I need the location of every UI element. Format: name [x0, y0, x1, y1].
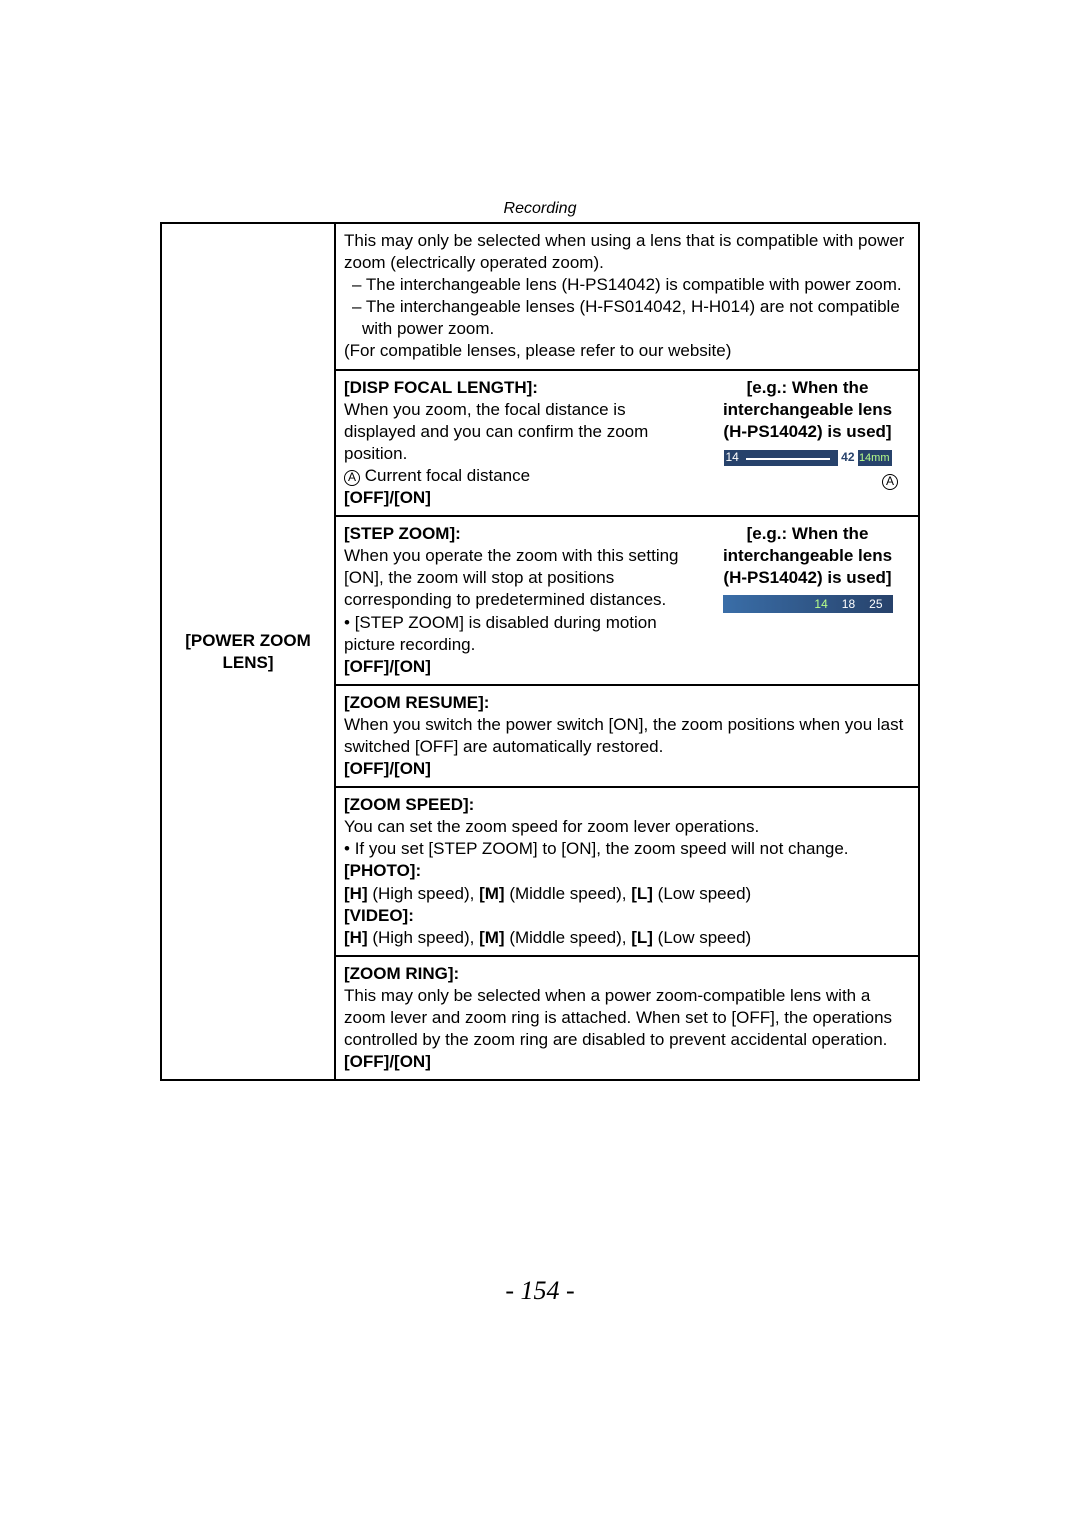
zoom-ring-cell: [ZOOM RING]: This may only be selected w… [335, 956, 919, 1080]
step-zoom-eg1: [e.g.: When the [747, 524, 869, 543]
intro-line1: This may only be selected when using a l… [344, 230, 910, 274]
step-zoom-note: • [STEP ZOOM] is disabled during motion … [344, 612, 697, 656]
step-zoom-eg3: (H-PS14042) is used] [723, 568, 891, 587]
page-number: - 154 - [0, 1276, 1080, 1306]
disp-focal-eg2: interchangeable lens [723, 400, 892, 419]
intro-bullet1: – The interchangeable lens (H-PS14042) i… [344, 274, 910, 296]
row-label-cell: [POWER ZOOM LENS] [161, 223, 335, 1080]
disp-focal-title: [DISP FOCAL LENGTH]: [344, 378, 538, 397]
step-zoom-cell: [STEP ZOOM]: When you operate the zoom w… [335, 516, 919, 685]
focal-bar-graphic: 14 42 14mm [723, 449, 893, 467]
disp-focal-eg1: [e.g.: When the [747, 378, 869, 397]
zoom-resume-cell: [ZOOM RESUME]: When you switch the power… [335, 685, 919, 787]
intro-line2: (For compatible lenses, please refer to … [344, 340, 910, 362]
page-section-header: Recording [0, 0, 1080, 222]
step-zoom-title: [STEP ZOOM]: [344, 524, 461, 543]
zoom-resume-title: [ZOOM RESUME]: [344, 693, 489, 712]
zoom-speed-photo-label: [PHOTO]: [344, 861, 421, 880]
disp-focal-options: [OFF]/[ON] [344, 488, 431, 507]
step-zoom-body: When you operate the zoom with this sett… [344, 545, 697, 611]
disp-focal-cell: [DISP FOCAL LENGTH]: When you zoom, the … [335, 370, 919, 517]
zoom-resume-options: [OFF]/[ON] [344, 759, 431, 778]
step-zoom-eg2: interchangeable lens [723, 546, 892, 565]
zoom-speed-cell: [ZOOM SPEED]: You can set the zoom speed… [335, 787, 919, 956]
disp-focal-eg3: (H-PS14042) is used] [723, 422, 891, 441]
settings-table: [POWER ZOOM LENS] This may only be selec… [160, 222, 920, 1081]
zoom-resume-body: When you switch the power switch [ON], t… [344, 714, 910, 758]
zoom-ring-title: [ZOOM RING]: [344, 964, 459, 983]
disp-focal-sub: A Current focal distance [344, 465, 697, 487]
zoom-speed-video-label: [VIDEO]: [344, 906, 414, 925]
intro-cell: This may only be selected when using a l… [335, 223, 919, 370]
zoom-speed-title: [ZOOM SPEED]: [344, 795, 474, 814]
zoom-speed-photo-opts: [H] (High speed), [M] (Middle speed), [L… [344, 883, 910, 905]
step-bar-graphic: 14 18 25 [723, 595, 893, 613]
zoom-ring-options: [OFF]/[ON] [344, 1052, 431, 1071]
zoom-ring-body: This may only be selected when a power z… [344, 985, 910, 1051]
zoom-speed-video-opts: [H] (High speed), [M] (Middle speed), [L… [344, 927, 910, 949]
zoom-speed-note: • If you set [STEP ZOOM] to [ON], the zo… [344, 838, 910, 860]
disp-focal-body: When you zoom, the focal distance is dis… [344, 399, 697, 465]
focal-bar-marker: A [705, 469, 910, 491]
intro-bullet2: – The interchangeable lenses (H-FS014042… [344, 296, 910, 340]
zoom-speed-body: You can set the zoom speed for zoom leve… [344, 816, 910, 838]
step-zoom-options: [OFF]/[ON] [344, 657, 431, 676]
